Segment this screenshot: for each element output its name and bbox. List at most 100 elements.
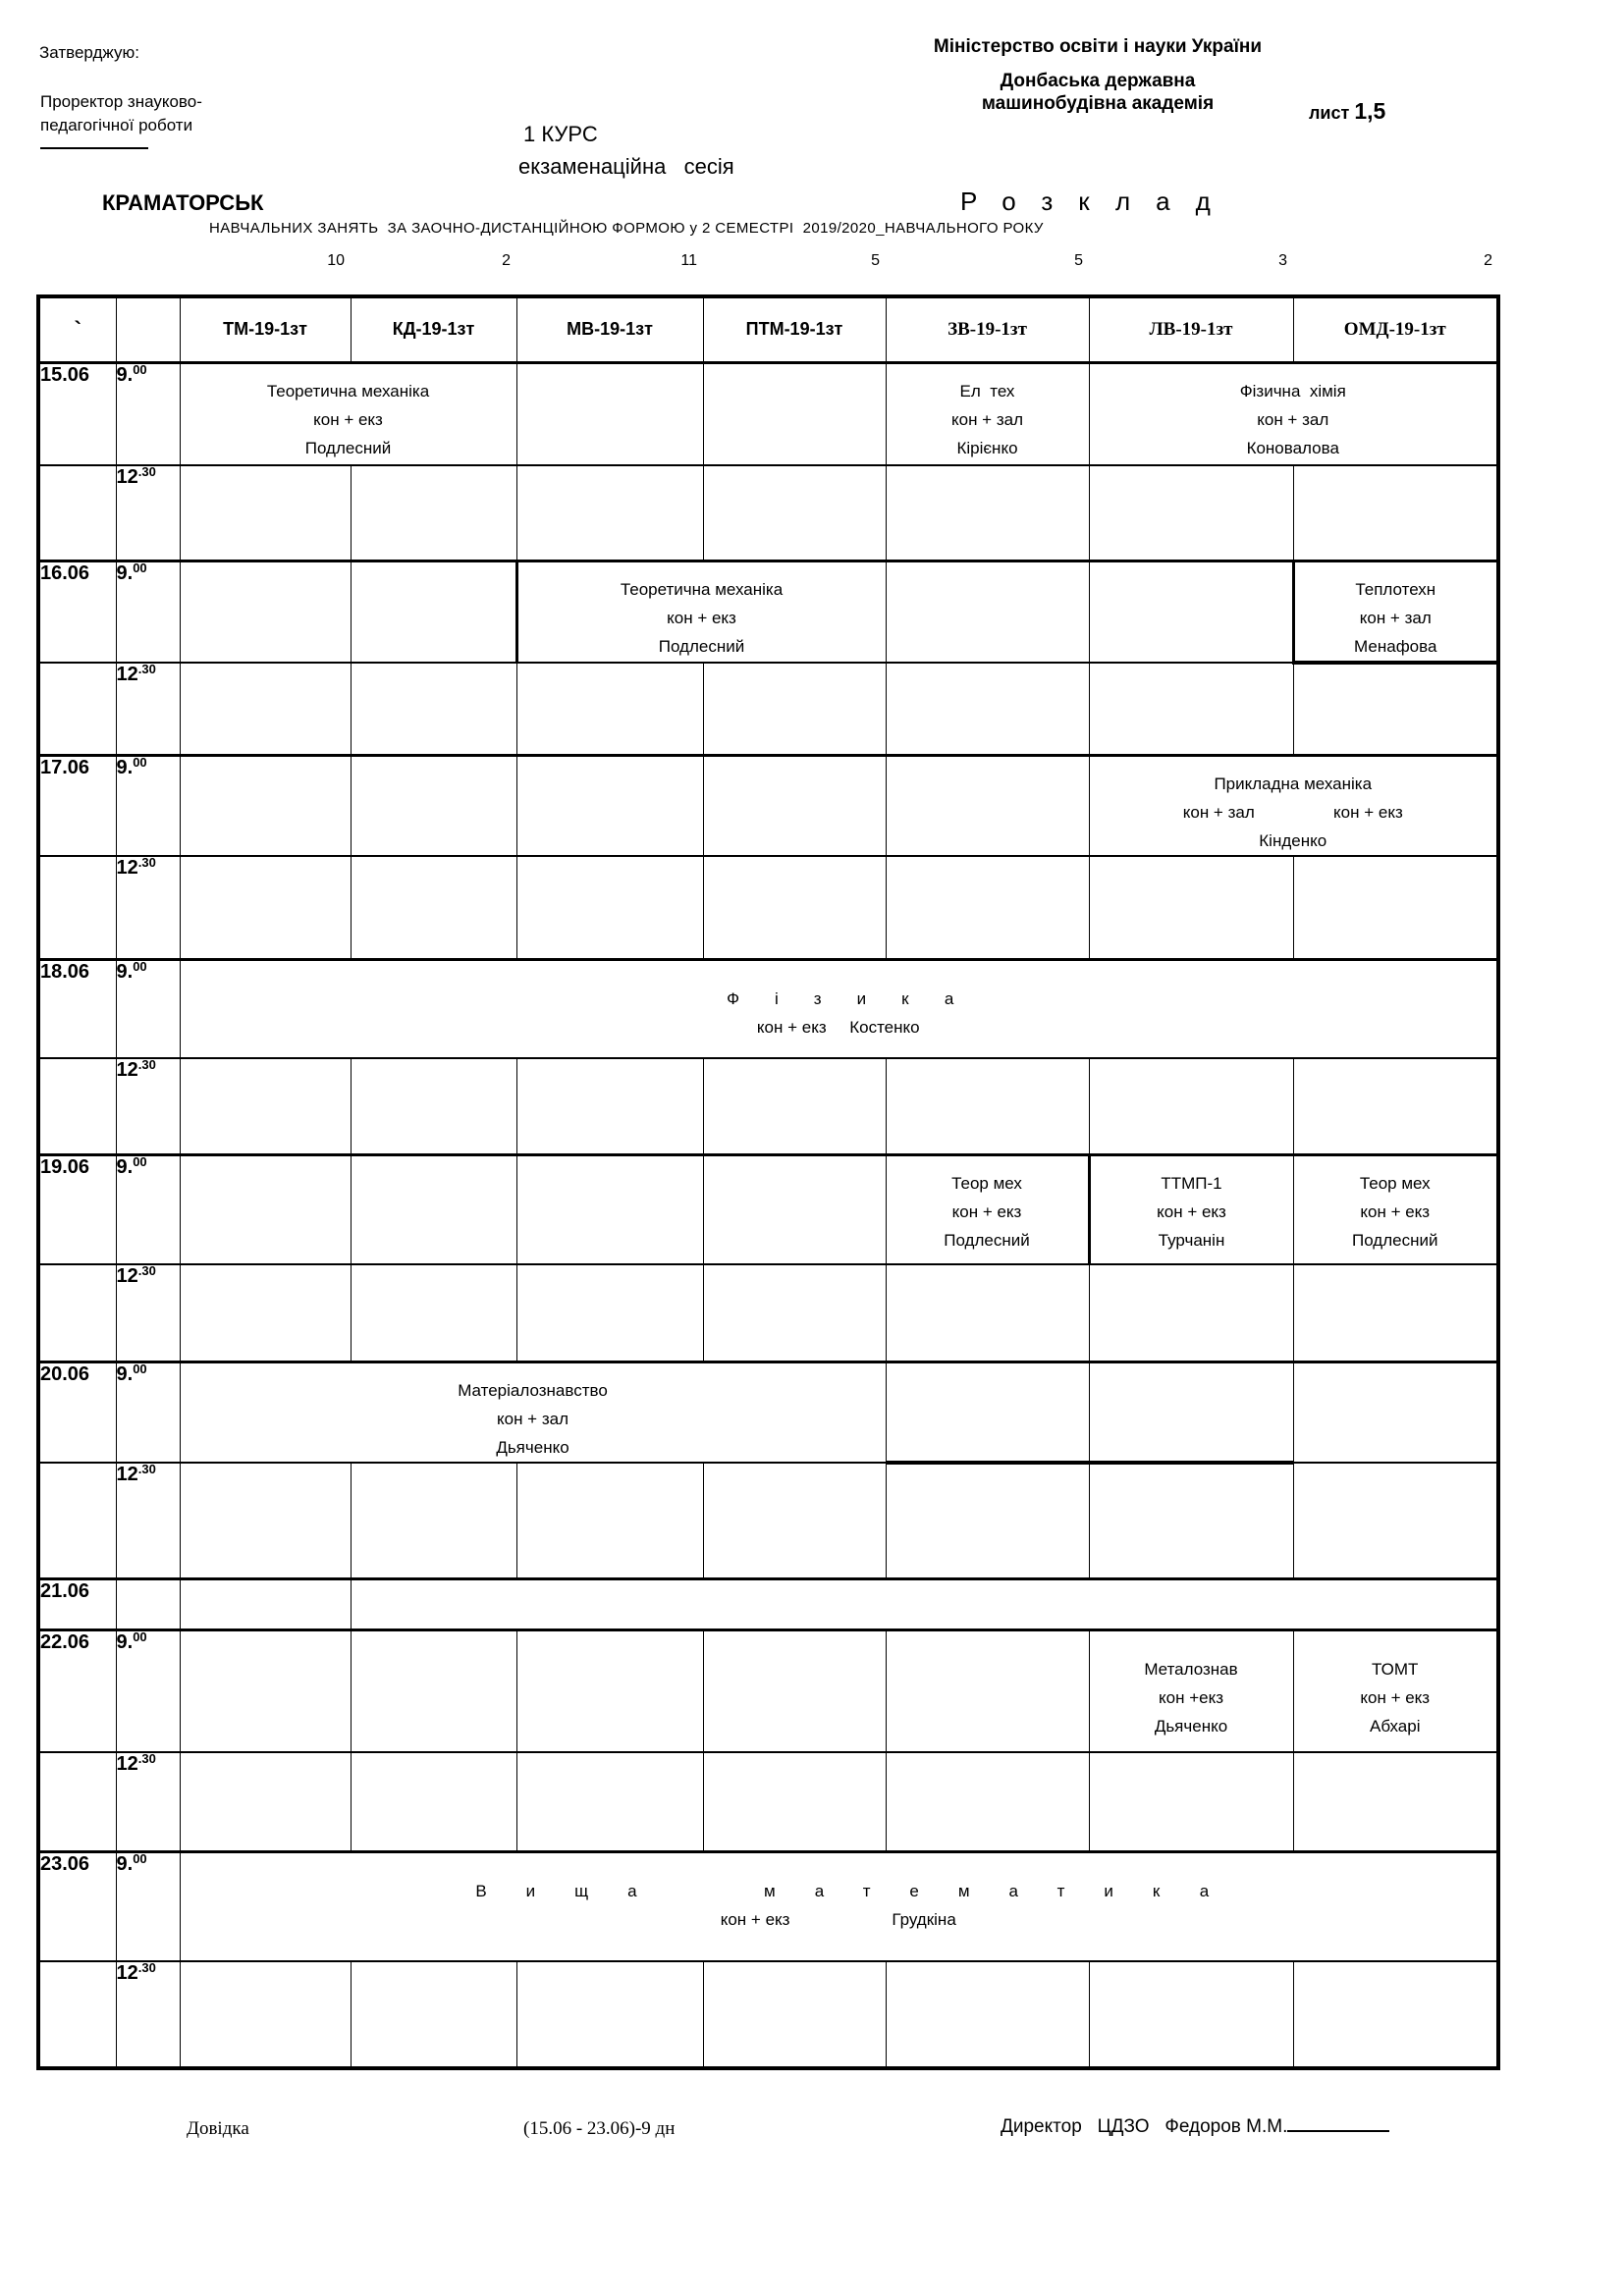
empty-cell bbox=[885, 1750, 1090, 1852]
city-label: КРАМАТОРСЬК bbox=[102, 190, 264, 215]
empty-cell bbox=[702, 464, 887, 561]
header-row: ` ТМ-19-1зт КД-19-1зт МВ-19-1зт ПТМ-19-1зт ЗВ… bbox=[37, 295, 1499, 364]
empty-cell bbox=[515, 1750, 704, 1852]
time-base: 9. bbox=[116, 1155, 134, 1178]
subject-content: Фізика кон + екз Костенко bbox=[181, 962, 1496, 1041]
subject-line: Теоретична механіка bbox=[620, 579, 784, 599]
subject-line: Турчанін bbox=[1158, 1230, 1225, 1250]
schedule-row: ` 12.30 bbox=[37, 464, 1499, 561]
time-cell: 9.00 bbox=[115, 360, 181, 466]
subject-cell: Вища математика кон + екз Грудкіна bbox=[179, 1850, 1499, 1961]
empty-cell bbox=[350, 1461, 517, 1579]
schedule-row: ` 12.30 bbox=[37, 855, 1499, 960]
time-cell: 9.00 bbox=[115, 1629, 181, 1752]
schedule-row: 17.06 9.00 Прикладна механіка кон + зал кон… bbox=[37, 754, 1499, 857]
subject-line: кон + зал bbox=[950, 409, 1023, 429]
time-cell: 12.30 bbox=[115, 1959, 181, 2068]
group-count: 5 bbox=[871, 252, 880, 269]
time-base: 9. bbox=[116, 1853, 134, 1876]
subject-content: Теор мех кон + екз Подлесний bbox=[887, 1157, 1088, 1255]
subject-content: ТОМТ кон + екз Абхарі bbox=[1294, 1633, 1496, 1741]
subject-cell: Теор мех кон + екз Подлесний bbox=[1292, 1152, 1499, 1265]
date-marker-cell: ` bbox=[37, 661, 117, 756]
date-marker-cell: ` bbox=[37, 1750, 117, 1852]
footer-director-label: Директор ЦДЗО Федоров М.М. bbox=[1001, 2116, 1390, 2138]
schedule-subtitle: НАВЧАЛЬНИХ ЗАНЯТЬ ЗА ЗАОЧНО-ДИСТАНЦІЙНОЮ… bbox=[209, 220, 1044, 237]
time-cell: 9.00 bbox=[115, 957, 181, 1059]
group-header: ОМД-19-1зт bbox=[1292, 295, 1499, 364]
sheet-value: 1,5 bbox=[1354, 98, 1386, 124]
subject-line: Фізична хімія bbox=[1239, 381, 1346, 400]
time-superscript: 00 bbox=[133, 1851, 147, 1867]
subject-content: Вища математика кон + екз Грудкіна bbox=[181, 1855, 1496, 1935]
group-header: ТМ-19-1зт bbox=[179, 295, 352, 364]
empty-cell bbox=[515, 1461, 704, 1579]
empty-cell bbox=[515, 754, 704, 857]
empty-cell bbox=[350, 1577, 1499, 1630]
subject-line: Дьяченко bbox=[496, 1437, 569, 1457]
schedule-title: Розклад bbox=[960, 187, 1236, 216]
subject-cell: Ел тех кон + зал Кірієнко bbox=[885, 360, 1090, 466]
subject-content: Теоретична механіка кон + екз Подлесний bbox=[519, 563, 885, 661]
empty-cell bbox=[1088, 464, 1294, 561]
time-base: 12 bbox=[116, 1059, 138, 1081]
time-cell: 9.00 bbox=[115, 1152, 181, 1265]
empty-cell bbox=[179, 1577, 352, 1630]
schedule-row: 21.06 bbox=[37, 1577, 1499, 1630]
group-count: 11 bbox=[680, 252, 697, 269]
schedule-row: 16.06 9.00 Теоретична механіка кон + екз Под… bbox=[37, 559, 1499, 665]
session-label: екзаменаційна сесія bbox=[518, 154, 734, 179]
empty-cell bbox=[179, 1750, 352, 1852]
schedule-row: ` 12.30 bbox=[37, 1460, 1499, 1579]
empty-cell bbox=[350, 1152, 517, 1265]
empty-cell bbox=[515, 360, 704, 466]
subject-cell: Фізична хімія кон + зал Коновалова bbox=[1088, 360, 1499, 466]
empty-cell bbox=[350, 1263, 517, 1362]
subject-line: кон + екз bbox=[951, 1201, 1022, 1221]
signature-line bbox=[40, 147, 148, 149]
academy-line-2: машинобудівна академія bbox=[981, 93, 1215, 114]
subject-line: кон + екз Костенко bbox=[756, 1017, 920, 1037]
empty-cell bbox=[350, 464, 517, 561]
prorector-line-1: Проректор знауково- bbox=[40, 92, 202, 111]
subject-line: кон + зал bbox=[1359, 608, 1432, 627]
group-header: КД-19-1зт bbox=[350, 295, 517, 364]
subject-content: Теор мех кон + екз Подлесний bbox=[1294, 1157, 1496, 1255]
group-count: 2 bbox=[1484, 252, 1492, 269]
subject-line: Менафова bbox=[1354, 636, 1437, 656]
time-superscript: 00 bbox=[133, 1362, 147, 1376]
time-superscript: .30 bbox=[137, 856, 156, 870]
empty-cell bbox=[1088, 559, 1294, 663]
schedule-row: 12.30 bbox=[37, 1959, 1499, 2068]
date-marker-cell bbox=[37, 1959, 117, 2068]
empty-cell bbox=[350, 1750, 517, 1852]
subject-content: Фізична хімія кон + зал Коновалова bbox=[1090, 365, 1496, 462]
schedule-row: ` 12.30 bbox=[37, 1057, 1499, 1155]
subject-line: Вища математика bbox=[475, 1882, 1249, 1900]
time-cell: 9.00 bbox=[115, 1850, 181, 1961]
time-superscript: .30 bbox=[137, 1462, 156, 1476]
empty-cell bbox=[1292, 1057, 1499, 1155]
empty-cell bbox=[179, 855, 352, 960]
empty-cell bbox=[179, 1461, 352, 1579]
time-cell: 12.30 bbox=[115, 1750, 181, 1852]
empty-cell bbox=[885, 661, 1090, 756]
empty-cell bbox=[1292, 855, 1499, 960]
time-superscript: .30 bbox=[137, 1751, 156, 1766]
date-cell: 22.06 bbox=[37, 1629, 117, 1752]
subject-cell: Теор мех кон + екз Подлесний bbox=[885, 1152, 1090, 1265]
time-base: 9. bbox=[116, 960, 134, 983]
empty-cell bbox=[179, 1057, 352, 1155]
course-label: 1 КУРС bbox=[523, 122, 598, 146]
subject-cell: ТТМП-1 кон + екз Турчанін bbox=[1087, 1152, 1294, 1265]
empty-cell bbox=[702, 855, 887, 960]
subject-line: кон + екз bbox=[1360, 1201, 1431, 1221]
subject-line: Теплотехн bbox=[1355, 579, 1436, 599]
subject-cell: Металознав кон +екз Дьяченко bbox=[1088, 1629, 1294, 1752]
count-spacer bbox=[36, 252, 114, 270]
empty-cell bbox=[350, 855, 517, 960]
empty-cell bbox=[350, 1959, 517, 2068]
prorector-title: Проректор знауково- педагогічної роботи bbox=[40, 90, 202, 137]
empty-cell bbox=[702, 1461, 887, 1579]
empty-cell bbox=[1292, 1959, 1499, 2068]
